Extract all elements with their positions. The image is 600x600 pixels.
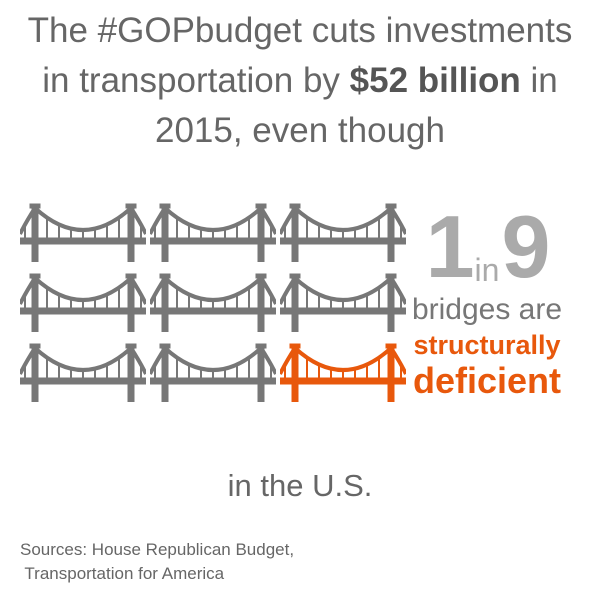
ratio-connector: in (474, 252, 500, 288)
bridge-icon-deficient (280, 342, 406, 402)
bridge-icon (150, 272, 276, 332)
headline-line-2: in transportation by $52 billion in (0, 56, 600, 106)
bridge-icon (280, 272, 406, 332)
bridge-icon (150, 342, 276, 402)
bridge-icon (150, 202, 276, 262)
bridge-grid (20, 200, 410, 410)
bridge-icon (280, 202, 406, 262)
headline-line-1: The #GOPbudget cuts investments (27, 11, 573, 50)
stat-line-deficient: deficient (412, 360, 562, 401)
location-text: in the U.S. (227, 468, 373, 503)
budget-cut-amount: $52 billion (349, 61, 521, 100)
sources: Sources: House Republican Budget, Transp… (20, 538, 294, 586)
sources-line-2: Transportation for America (20, 564, 225, 583)
bridge-icon (20, 272, 146, 332)
bridge-icon (20, 202, 146, 262)
stat-line-structurally: structurally (413, 330, 561, 360)
headline-line-2-before: in transportation by (42, 61, 350, 100)
headline-line-2-after: in (520, 61, 558, 100)
headline-line-3: 2015, even though (155, 111, 445, 150)
ratio: 1in9 (402, 203, 572, 291)
headline: The #GOPbudget cuts investments in trans… (0, 6, 600, 156)
ratio-denominator: 9 (501, 197, 550, 296)
stat-block: 1in9 bridges are structurally deficient (402, 203, 572, 401)
ratio-numerator: 1 (425, 197, 475, 296)
stat-line-bridges-are: bridges are (411, 293, 563, 326)
bridge-icon (20, 342, 146, 402)
sources-line-1: Sources: House Republican Budget, (20, 540, 295, 559)
